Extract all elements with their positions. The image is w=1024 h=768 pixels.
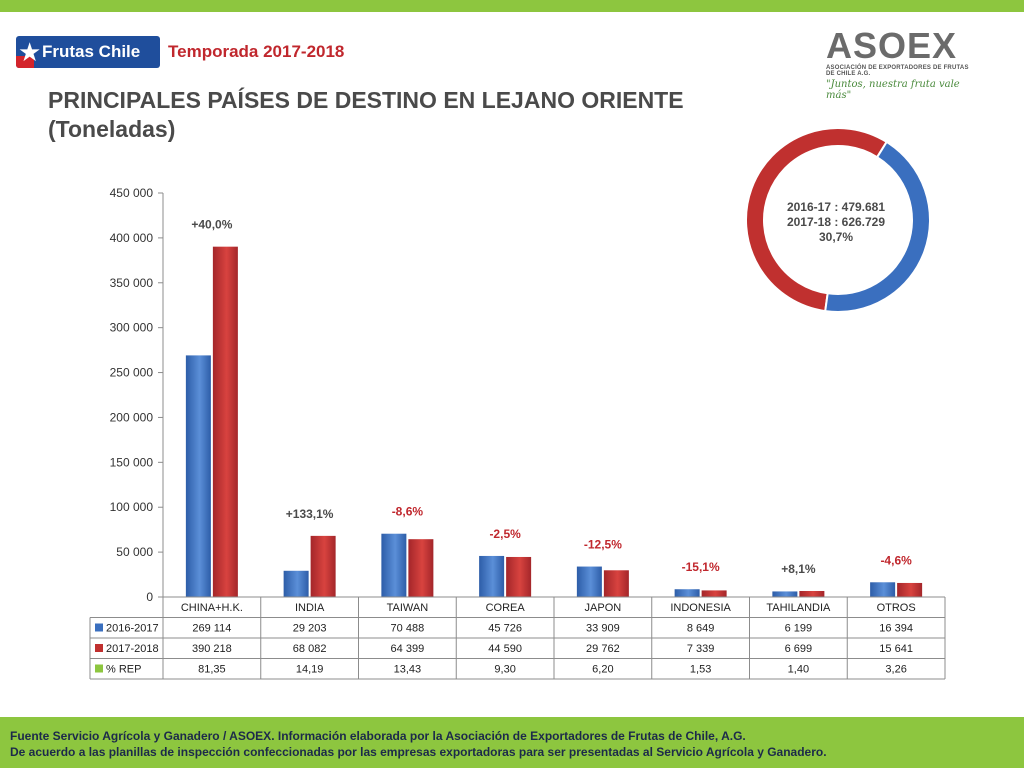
data-table-cell: 81,35 <box>198 664 226 676</box>
data-table-cell: 44 590 <box>488 643 522 655</box>
y-tick-label: 100 000 <box>110 500 154 514</box>
x-tick-label: OTROS <box>877 602 916 614</box>
change-label: +40,0% <box>191 218 232 232</box>
logo-flag-red <box>16 56 34 68</box>
y-tick-label: 400 000 <box>110 231 154 245</box>
bar-2016-2017 <box>772 591 798 597</box>
data-table-cell: 16 394 <box>879 623 913 635</box>
legend-swatch <box>95 664 103 673</box>
y-tick-label: 450 000 <box>110 186 154 200</box>
x-tick-label: CHINA+H.K. <box>181 602 243 614</box>
data-table-cell: 1,53 <box>690 664 711 676</box>
bar-2016-2017 <box>576 566 602 597</box>
footer-note: De acuerdo a las planillas de inspección… <box>10 745 827 759</box>
page-title: PRINCIPALES PAÍSES DE DESTINO EN LEJANO … <box>48 86 684 144</box>
bar-2017-2018 <box>506 556 532 597</box>
change-label: -15,1% <box>682 560 720 574</box>
data-table-cell: 3,26 <box>885 664 906 676</box>
change-label: +8,1% <box>781 562 816 576</box>
season-label: Temporada 2017-2018 <box>168 42 345 61</box>
bar-2017-2018 <box>310 535 336 597</box>
legend-swatch <box>95 644 103 652</box>
y-tick-label: 200 000 <box>110 410 154 424</box>
data-table-cell: 6 199 <box>785 623 813 635</box>
data-table-cell: 390 218 <box>192 643 232 655</box>
data-table-cell: 6,20 <box>592 664 613 676</box>
frutas-logo-text: Frutas Chile <box>42 42 141 61</box>
asoex-logo-subtitle: ASOCIACIÓN DE EXPORTADORES DE FRUTAS DE … <box>826 65 969 77</box>
data-table-cell: 9,30 <box>494 664 515 676</box>
title-line-2: (Toneladas) <box>48 116 176 142</box>
x-tick-label: INDONESIA <box>670 602 731 614</box>
donut-total-2017: 2017-18 : 626.729 <box>786 215 886 229</box>
data-table-cell: 64 399 <box>391 643 425 655</box>
bar-2016-2017 <box>185 355 211 597</box>
y-tick-label: 150 000 <box>110 455 154 469</box>
data-table-cell: 68 082 <box>293 643 327 655</box>
bar-2017-2018 <box>408 539 434 597</box>
x-tick-label: JAPON <box>585 602 622 614</box>
bar-2017-2018 <box>603 570 629 597</box>
x-tick-label: TAIWAN <box>387 602 429 614</box>
frutas-de-chile-logo: ★ Frutas Chile <box>16 36 160 68</box>
data-table-cell: 45 726 <box>488 623 522 635</box>
y-tick-label: 50 000 <box>116 545 153 559</box>
footer-bar: Fuente Servicio Agrícola y Ganadero / AS… <box>0 717 1024 768</box>
legend-label: 2017-2018 <box>106 643 159 655</box>
x-tick-label: INDIA <box>295 602 325 614</box>
bar-2016-2017 <box>870 582 896 597</box>
change-label: -8,6% <box>392 505 424 519</box>
x-tick-label: TAHILANDIA <box>766 602 831 614</box>
data-table-cell: 13,43 <box>394 664 422 676</box>
star-icon: ★ <box>18 37 42 67</box>
bar-2016-2017 <box>479 555 505 597</box>
data-table-cell: 7 339 <box>687 643 715 655</box>
asoex-logo: ASOEX ASOCIACIÓN DE EXPORTADORES DE FRUT… <box>826 25 976 102</box>
data-table-cell: 29 203 <box>293 623 327 635</box>
data-table-cell: 33 909 <box>586 623 620 635</box>
footer-source: Fuente Servicio Agrícola y Ganadero / AS… <box>10 729 746 743</box>
bar-2017-2018 <box>799 590 825 597</box>
y-tick-label: 250 000 <box>110 366 154 380</box>
bar-2016-2017 <box>381 533 407 597</box>
change-label: -12,5% <box>584 538 622 552</box>
data-table-cell: 6 699 <box>785 643 813 655</box>
bar-2017-2018 <box>701 590 727 597</box>
donut-change: 30,7% <box>818 230 854 244</box>
data-table-cell: 29 762 <box>586 643 620 655</box>
bar-2016-2017 <box>283 570 309 597</box>
donut-total-2016: 2016-17 : 479.681 <box>786 200 886 214</box>
data-table-cell: 14,19 <box>296 664 324 676</box>
legend-label: 2016-2017 <box>106 623 159 635</box>
x-tick-label: COREA <box>486 602 526 614</box>
legend-swatch <box>95 623 103 632</box>
y-tick-label: 0 <box>146 590 153 604</box>
title-line-1: PRINCIPALES PAÍSES DE DESTINO EN LEJANO … <box>48 87 684 113</box>
data-table-cell: 15 641 <box>879 643 913 655</box>
bar-2017-2018 <box>212 246 238 597</box>
change-label: +133,1% <box>286 507 334 521</box>
asoex-logo-text: ASOEX <box>826 25 958 66</box>
change-label: -4,6% <box>880 553 912 567</box>
y-tick-label: 350 000 <box>110 276 154 290</box>
change-label: -2,5% <box>489 527 521 541</box>
data-table-cell: 8 649 <box>687 623 715 635</box>
y-tick-label: 300 000 <box>110 321 154 335</box>
data-table-cell: 70 488 <box>391 623 425 635</box>
bar-2016-2017 <box>674 589 700 597</box>
top-accent-bar <box>0 0 1024 12</box>
data-table-cell: 1,40 <box>788 664 809 676</box>
asoex-slogan: "Juntos, nuestra fruta vale más" <box>826 79 960 101</box>
bar-2017-2018 <box>897 582 923 597</box>
donut-center-text: 2016-17 : 479.681 2017-18 : 626.729 30,7… <box>760 200 912 245</box>
data-table-cell: 269 114 <box>192 623 231 635</box>
legend-label: % REP <box>106 664 141 676</box>
